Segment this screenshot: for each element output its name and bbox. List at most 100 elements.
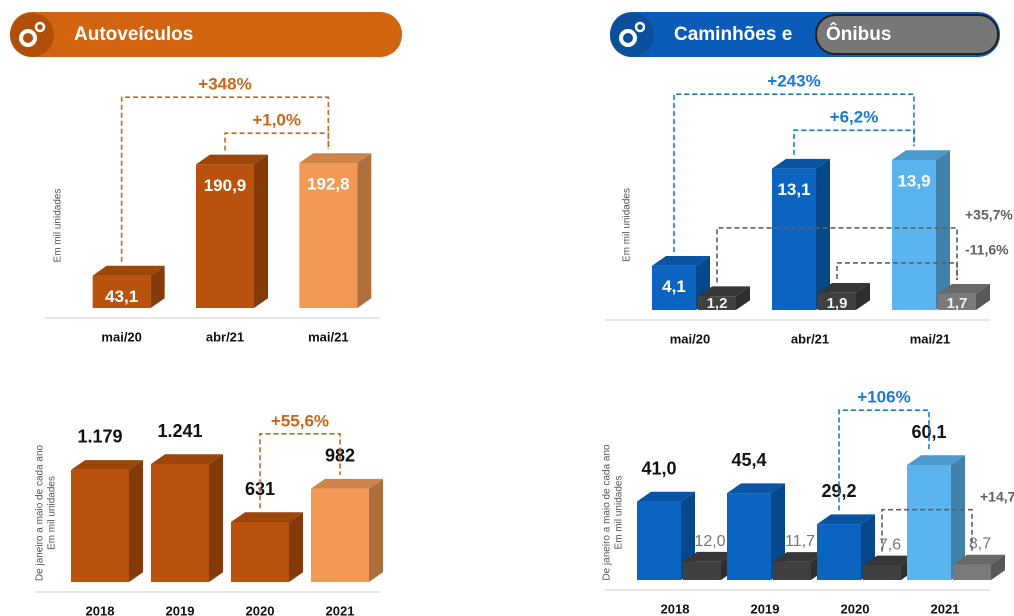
y-axis-label: Em mil unidades: [614, 476, 625, 550]
bar: [683, 551, 735, 580]
y-axis-label: De janeiro a maio de cada ano: [35, 444, 46, 581]
gear-icon: [19, 29, 37, 47]
bar-top: [683, 551, 735, 562]
gear-icon: [619, 29, 637, 47]
x-tick-label: 2021: [931, 601, 960, 616]
bar-top: [311, 478, 383, 489]
x-tick-label: abr/21: [206, 329, 244, 344]
bar: [299, 153, 372, 308]
bar: [907, 455, 965, 580]
bar-top: [938, 283, 990, 294]
bar: [817, 514, 875, 580]
value-label: 192,8: [307, 174, 350, 193]
value-label: 982: [325, 445, 355, 465]
bar: [938, 283, 990, 310]
annotation-label: +106%: [857, 388, 910, 407]
bar-side: [976, 283, 990, 310]
value-label: 41,0: [641, 458, 676, 478]
bar-front: [151, 464, 209, 582]
bar-top: [698, 286, 750, 297]
bar-top: [863, 555, 915, 566]
bar-front: [196, 164, 254, 308]
bar-front: [907, 465, 951, 580]
bar: [818, 282, 870, 310]
bar: [311, 478, 383, 582]
bar: [151, 454, 223, 582]
annotation-label: +6,2%: [830, 108, 879, 127]
value-label: 1.241: [157, 421, 202, 441]
bar-top: [231, 512, 303, 523]
value-label: 1,2: [707, 295, 728, 312]
bar-top: [196, 154, 268, 165]
bar: [71, 460, 143, 582]
annotation-label: +348%: [198, 75, 251, 94]
y-axis-label: De janeiro a maio de cada ano: [602, 444, 613, 581]
bar-top: [637, 491, 695, 502]
value-label: 8,7: [969, 536, 991, 553]
bar: [953, 554, 1005, 580]
annotation-label: +243%: [767, 72, 820, 91]
value-label: 13,1: [777, 180, 810, 199]
bar-front: [817, 524, 861, 580]
bar-top: [953, 554, 1005, 565]
x-tick-label: mai/21: [910, 331, 950, 346]
header-left-title: Autoveículos: [74, 24, 193, 45]
bar-top: [772, 158, 830, 169]
bar-side: [991, 554, 1005, 580]
annotation-bracket: [120, 96, 330, 262]
bar-side: [856, 282, 870, 310]
bar-front: [773, 561, 811, 580]
annotation-bracket: [838, 409, 930, 511]
bar-top: [151, 454, 223, 464]
annotation-bracket: [881, 508, 973, 552]
bar: [637, 491, 695, 580]
bar: [892, 150, 950, 310]
bar-front: [637, 501, 681, 580]
header-left-bg: [10, 12, 402, 57]
bar-front: [892, 160, 936, 310]
value-label: 45,4: [731, 450, 766, 470]
bar-front: [863, 565, 901, 580]
value-label: 1,7: [947, 295, 968, 312]
value-label: 1.179: [77, 427, 122, 447]
bar-front: [938, 293, 976, 310]
annotation-label: +55,6%: [271, 411, 329, 430]
bar: [727, 483, 785, 580]
bar-side: [129, 460, 143, 582]
bar-front: [299, 163, 358, 308]
bar-top: [817, 514, 875, 525]
value-label: 43,1: [105, 287, 138, 306]
x-tick-label: abr/21: [791, 331, 829, 346]
bar: [92, 265, 165, 308]
bar-top: [92, 265, 165, 276]
bar-front: [953, 564, 991, 580]
bar-front: [311, 488, 369, 582]
value-label: 12,0: [694, 533, 725, 550]
bar-side: [150, 265, 165, 308]
bar-top: [652, 255, 710, 266]
bar-front: [652, 265, 696, 310]
bar-front: [772, 168, 816, 310]
bar-front: [92, 275, 151, 308]
x-tick-label: 2020: [841, 601, 870, 616]
bar-side: [816, 158, 830, 310]
x-tick-label: 2020: [246, 603, 275, 616]
annotation-bracket: [716, 227, 958, 283]
y-axis-label: Em mil unidades: [47, 476, 58, 550]
x-tick-label: mai/20: [670, 331, 710, 346]
y-axis-label: Em mil unidades: [53, 189, 64, 263]
header-right-title: Caminhões e: [674, 24, 792, 45]
x-tick-label: mai/21: [308, 329, 348, 344]
value-label: 4,1: [662, 277, 686, 296]
bar: [196, 154, 268, 308]
x-tick-label: 2021: [326, 603, 355, 616]
bar-front: [818, 292, 856, 310]
bar-side: [951, 455, 965, 580]
bar-side: [209, 454, 223, 582]
annotation-label: +35,7%: [965, 207, 1013, 223]
x-tick-label: mai/20: [101, 329, 141, 344]
x-tick-label: 2019: [166, 603, 195, 616]
bar-top: [727, 483, 785, 494]
bar-side: [736, 286, 750, 310]
